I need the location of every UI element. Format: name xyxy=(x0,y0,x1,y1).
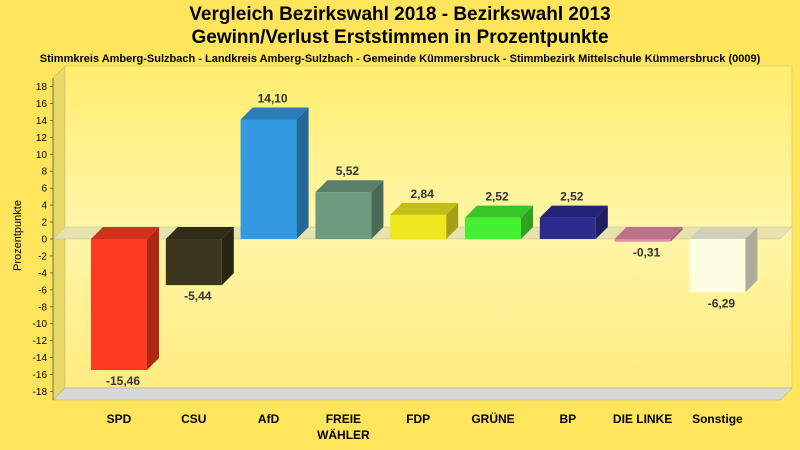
plot-floor xyxy=(52,387,793,401)
bar-side xyxy=(446,202,459,239)
bar-bp: 2,52 xyxy=(539,190,608,239)
bar-csu: -5,44 xyxy=(165,227,234,303)
x-tick-label: DIE LINKE xyxy=(613,412,672,426)
y-axis: 18 16 14 12 10 8 6 4 2 0 -2 -4 -6 -8 -10 -12 -14 -16 -18 xyxy=(33,78,54,400)
y-tick-label: 12 xyxy=(36,133,48,144)
bar-value-label: -15,46 xyxy=(106,374,140,388)
y-tick-label: 14 xyxy=(36,116,48,127)
y-tick-label: -18 xyxy=(33,387,48,398)
bar-spd: -15,46 xyxy=(91,227,159,388)
x-tick-label: SPD xyxy=(107,412,132,426)
bar-side xyxy=(147,227,159,371)
y-tick-label: 2 xyxy=(41,218,47,229)
y-tick-label: 4 xyxy=(41,201,47,212)
bar-front xyxy=(315,192,372,239)
y-tick-label: -6 xyxy=(38,285,47,296)
bar-value-label: -6,29 xyxy=(708,296,736,310)
bar-grüne: 2,52 xyxy=(465,190,533,239)
x-tick-label: Sonstige xyxy=(692,412,743,426)
bar-side xyxy=(595,205,608,239)
y-tick-label: 6 xyxy=(41,184,47,195)
bar-value-label: 14,10 xyxy=(258,92,288,106)
bar-side xyxy=(296,107,309,239)
bars: -15,46 -5,44 14,10 5,52 2,84 2,52 2,52 -0,31 -6,… xyxy=(91,92,758,388)
y-tick-label: 10 xyxy=(36,150,48,161)
x-tick-label: FREIE xyxy=(326,412,361,426)
bar-front xyxy=(165,239,222,286)
bar-freie: 5,52 xyxy=(315,164,384,239)
bar-value-label: 5,52 xyxy=(336,164,360,178)
bar-top xyxy=(91,227,159,239)
y-tick-label: 18 xyxy=(36,82,48,93)
bar-side xyxy=(371,180,384,239)
bar-side xyxy=(521,205,533,239)
bar-top xyxy=(240,107,309,120)
y-tick-label: -16 xyxy=(33,370,48,381)
bar-afd: 14,10 xyxy=(240,92,309,239)
bar-sonstige: -6,29 xyxy=(689,227,758,310)
y-tick-label: -2 xyxy=(38,251,47,262)
x-tick-label: CSU xyxy=(181,412,206,426)
bar-top xyxy=(465,205,533,218)
bar-front xyxy=(539,217,596,239)
x-tick-label: GRÜNE xyxy=(471,411,514,426)
y-tick-label: 16 xyxy=(36,99,48,110)
bar-side xyxy=(670,227,683,242)
x-tick-label-line-2: WÄHLER xyxy=(317,427,370,442)
bar-top xyxy=(165,227,234,239)
chart-subtitle: Stimmkreis Amberg-Sulzbach - Landkreis A… xyxy=(39,53,761,65)
y-tick-label: -8 xyxy=(38,302,47,313)
chart-title-line-1: Vergleich Bezirkswahl 2018 - Bezirkswahl… xyxy=(189,4,611,25)
bar-fdp: 2,84 xyxy=(390,187,459,239)
bar-front xyxy=(240,119,297,239)
bar-front xyxy=(689,239,746,293)
bar-die-linke: -0,31 xyxy=(614,227,683,260)
bar-side xyxy=(221,227,234,286)
bar-value-label: 2,52 xyxy=(485,190,509,204)
bar-value-label: 2,84 xyxy=(411,187,435,201)
bar-front xyxy=(91,239,147,371)
bar-top xyxy=(614,227,683,239)
y-tick-label: -4 xyxy=(38,268,47,279)
bar-top xyxy=(390,202,459,215)
bar-top xyxy=(315,180,384,193)
bar-value-label: 2,52 xyxy=(560,190,584,204)
chart-title-line-2: Gewinn/Verlust Erststimmen in Prozentpun… xyxy=(191,27,609,48)
bar-side xyxy=(745,227,758,293)
bar-front xyxy=(390,214,447,239)
y-tick-label: -12 xyxy=(33,336,48,347)
y-tick-label: 8 xyxy=(41,167,47,178)
y-tick-label: -10 xyxy=(33,319,48,330)
bar-top xyxy=(539,205,608,218)
bar-front xyxy=(614,239,671,242)
bar-value-label: -5,44 xyxy=(184,289,212,303)
x-tick-label: BP xyxy=(559,412,576,426)
bar-top xyxy=(689,227,758,239)
bar-value-label: -0,31 xyxy=(633,246,661,260)
bar-front xyxy=(465,217,521,239)
y-tick-label: 0 xyxy=(41,235,47,246)
x-tick-label: AfD xyxy=(258,412,280,426)
y-tick-label: -14 xyxy=(33,353,48,364)
x-tick-label: FDP xyxy=(406,412,430,426)
